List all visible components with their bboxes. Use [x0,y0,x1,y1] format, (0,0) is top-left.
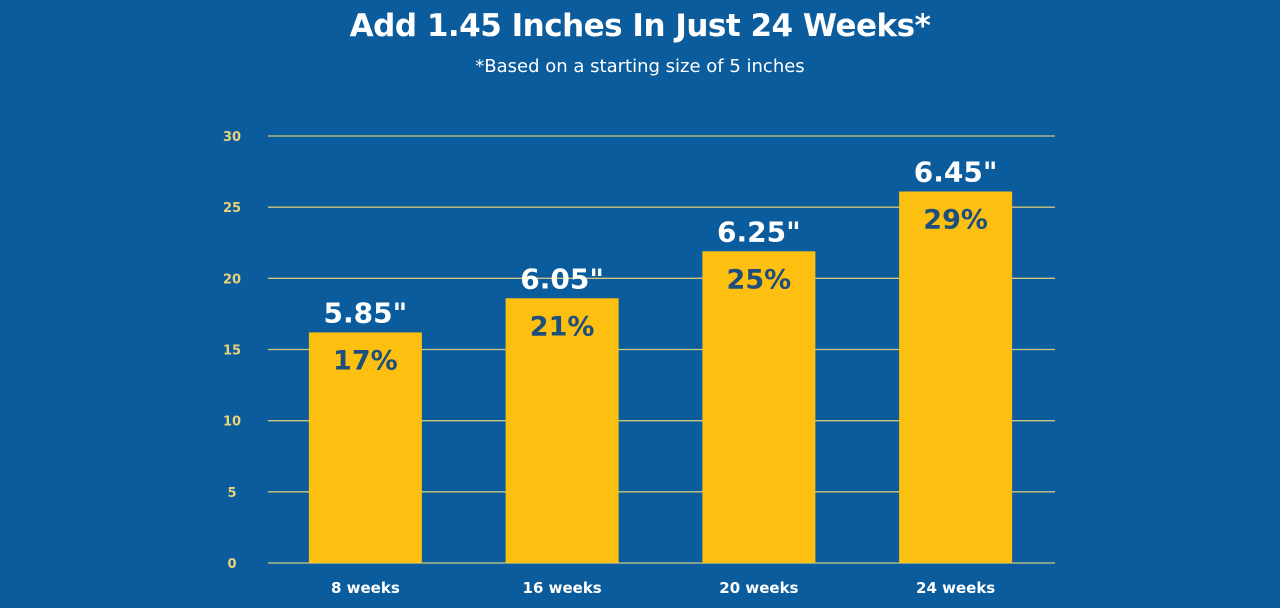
x-tick-label: 8 weeks [331,579,400,597]
y-tick-label: 20 [223,272,241,287]
size-label: 6.25" [717,215,801,248]
bar [702,251,816,564]
percent-label: 29% [923,205,988,236]
bar [308,332,422,563]
chart-subtitle: *Based on a starting size of 5 inches [475,56,805,77]
chart-title: Add 1.45 Inches In Just 24 Weeks* [349,8,931,44]
y-tick-label: 15 [223,344,241,359]
x-tick-label: 16 weeks [523,579,602,597]
size-label: 5.85" [324,296,408,329]
x-tick-label: 24 weeks [916,579,995,597]
y-tick-label: 30 [223,130,241,145]
x-tick-label: 20 weeks [719,579,798,597]
bar [505,298,619,563]
y-tick-label: 0 [227,557,236,572]
size-label: 6.45" [914,156,998,189]
y-tick-label: 5 [227,486,236,501]
percent-label: 17% [333,345,398,376]
size-label: 6.05" [520,262,604,295]
y-tick-label: 10 [223,415,241,430]
y-tick-label: 25 [223,201,241,216]
bar [899,191,1013,563]
percent-label: 25% [727,264,792,295]
percent-label: 21% [530,311,595,342]
